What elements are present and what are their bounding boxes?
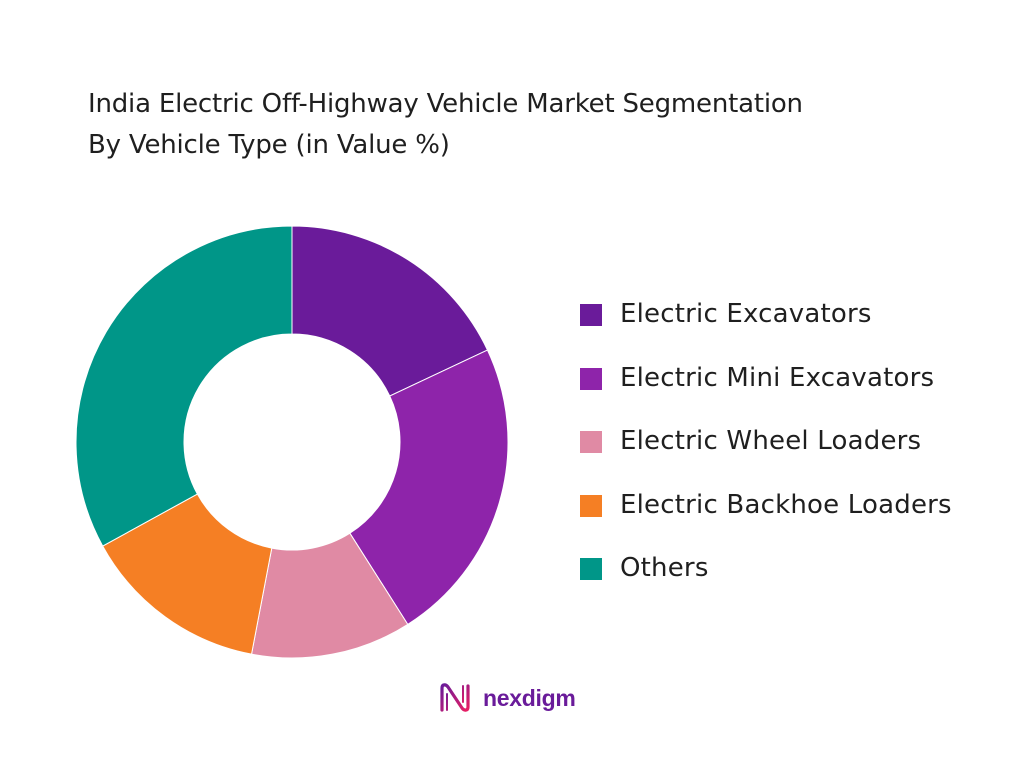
legend-swatch — [580, 494, 602, 517]
legend-swatch — [580, 431, 602, 453]
legend-label: Electric Mini Excavators — [620, 362, 935, 393]
chart-title: India Electric Off-Highway Vehicle Marke… — [88, 84, 968, 166]
brand-name: nexdigm — [483, 684, 576, 711]
donut-slice-electric-mini-excavators — [349, 349, 509, 626]
brand-logo: nexdigm — [438, 678, 576, 718]
donut-slice-electric-excavators — [291, 225, 489, 397]
legend-label: Electric Excavators — [620, 299, 872, 329]
legend-swatch — [580, 558, 602, 580]
legend-swatch — [580, 367, 602, 390]
nexdigm-logo-icon — [440, 683, 470, 712]
legend-label: Electric Backhoe Loaders — [620, 489, 952, 520]
donut-slice-others — [75, 225, 293, 547]
chart-title-line-2: By Vehicle Type (in Value %) — [88, 130, 450, 160]
donut-slice-electric-backhoe-loaders — [102, 493, 273, 655]
legend-swatch — [580, 304, 602, 326]
legend-label: Others — [620, 553, 709, 583]
chart-title-line-1: India Electric Off-Highway Vehicle Marke… — [88, 89, 803, 119]
legend-label: Electric Wheel Loaders — [620, 426, 922, 456]
